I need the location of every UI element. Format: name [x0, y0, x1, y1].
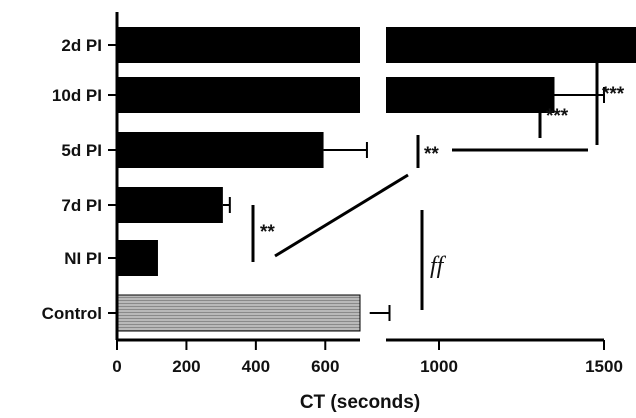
bar-ni-pi — [117, 240, 158, 276]
sig-label-10d-5d: *** — [546, 106, 569, 127]
sig-label-2d-5d: *** — [602, 84, 625, 105]
x-tick-label: 0 — [112, 357, 121, 376]
category-label: 5d PI — [61, 141, 102, 160]
bar-10d-pi-right — [386, 77, 555, 113]
sig-label-5d-7d: ** — [424, 144, 439, 165]
x-tick-label: 200 — [172, 357, 200, 376]
x-axis-title: CT (seconds) — [300, 392, 420, 413]
x-tick-label: 600 — [311, 357, 339, 376]
sig-connector-7d — [274, 173, 409, 258]
sig-label-ni-control: ff — [430, 253, 447, 279]
category-label: Control — [42, 304, 102, 323]
category-label: 2d PI — [61, 36, 102, 55]
sig-label-7d-ni: ** — [260, 222, 275, 243]
category-label: 7d PI — [61, 196, 102, 215]
bar-2d-pi-right — [386, 27, 636, 63]
category-label: NI PI — [64, 249, 102, 268]
bar-7d-pi — [117, 187, 223, 223]
bar-10d-pi — [117, 77, 360, 113]
category-label: 10d PI — [52, 86, 102, 105]
bar-5d-pi — [117, 132, 324, 168]
x-tick-label: 400 — [242, 357, 270, 376]
bar-control — [116, 294, 361, 332]
x-tick-label: 1500 — [585, 357, 623, 376]
x-tick-label: 1000 — [420, 357, 458, 376]
bar-2d-pi — [117, 27, 360, 63]
